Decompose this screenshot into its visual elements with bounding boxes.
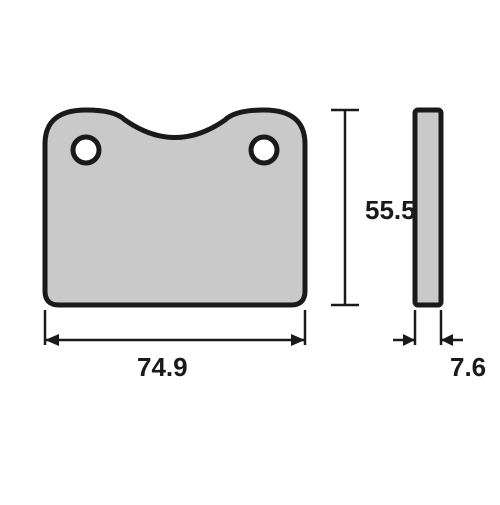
dim-width-arrow-right: [291, 334, 305, 346]
brake-pad-side: [415, 110, 441, 305]
mounting-hole-right: [251, 137, 277, 163]
dimension-height-label: 55.5: [365, 195, 416, 226]
dim-thick-arrow-left: [403, 334, 415, 346]
dimension-width-label: 74.9: [137, 352, 188, 383]
dimension-thickness-label: 7.6: [450, 352, 486, 383]
dim-width-arrow-left: [45, 334, 59, 346]
drawing-svg: [0, 0, 500, 500]
mounting-hole-left: [73, 137, 99, 163]
dim-thick-arrow-right: [441, 334, 453, 346]
technical-drawing: 74.9 55.5 7.6: [0, 0, 500, 500]
